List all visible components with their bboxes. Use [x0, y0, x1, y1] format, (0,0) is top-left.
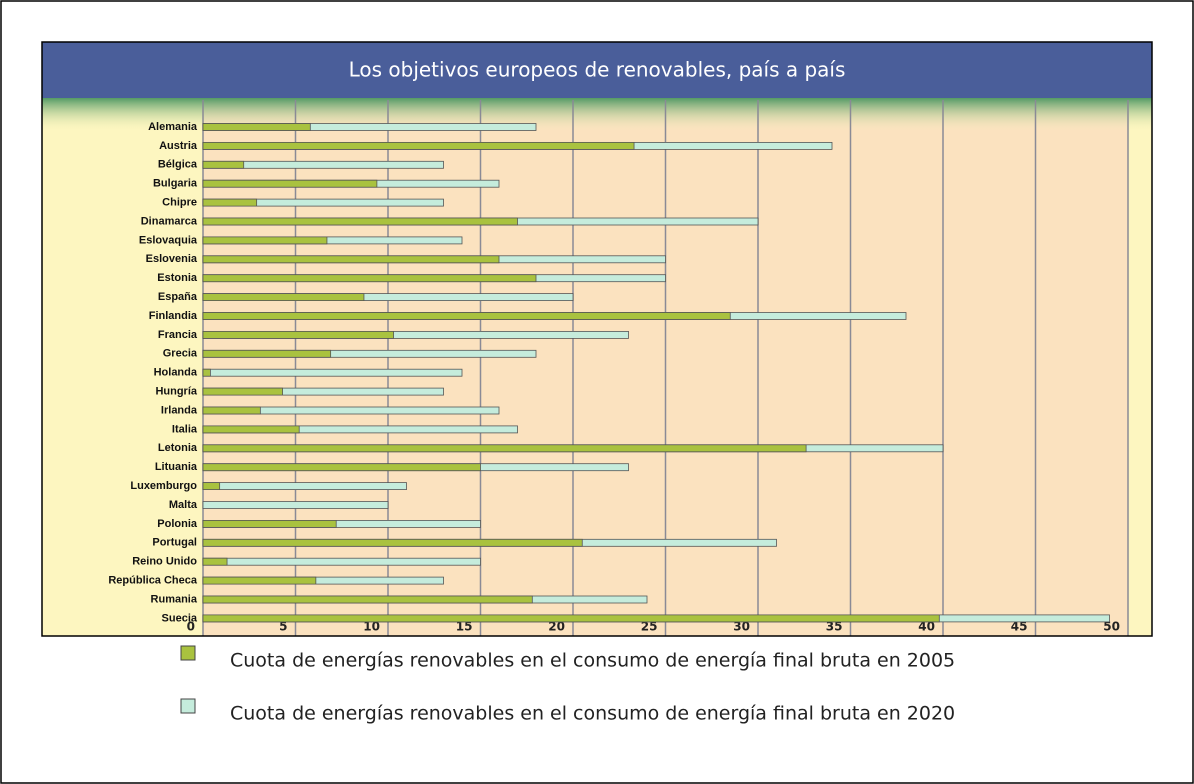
bar: [202, 614, 940, 623]
bar: [202, 482, 407, 491]
y-tick-label: Dinamarca: [141, 215, 198, 227]
title-band: [42, 42, 1152, 98]
y-tick-label: Reino Unido: [132, 556, 197, 568]
x-tick-label: 5: [279, 620, 287, 634]
y-tick-label: Holanda: [154, 367, 198, 379]
bar: [202, 576, 317, 585]
y-tick-label: Eslovaquia: [139, 234, 198, 246]
legend-label: Cuota de energías renovables en el consu…: [230, 650, 955, 672]
bar: [202, 368, 463, 377]
bar: [202, 349, 332, 358]
legend-swatch: [180, 645, 196, 661]
legend-swatch: [180, 698, 196, 714]
x-tick-label: 25: [641, 620, 658, 634]
bar: [202, 368, 211, 377]
bar: [202, 293, 365, 302]
bar: [202, 501, 389, 509]
x-tick-label: 15: [456, 620, 473, 634]
y-tick-label: Finlandia: [149, 310, 198, 322]
y-tick-label: Hungría: [155, 386, 197, 398]
y-tick-label: Chipre: [162, 197, 197, 209]
y-tick-label: Polonia: [157, 518, 198, 530]
bar: [202, 595, 533, 604]
y-tick-label: Eslovenia: [146, 253, 198, 265]
bar: [202, 179, 378, 188]
bar: [202, 160, 245, 169]
y-tick-label: Luxemburgo: [130, 480, 197, 492]
y-tick-label: Francia: [158, 329, 198, 341]
bar: [202, 236, 328, 245]
x-tick-label: 50: [1103, 620, 1120, 634]
bar: [202, 406, 261, 415]
bar: [202, 557, 228, 566]
bar: [202, 387, 283, 396]
bar: [202, 425, 300, 434]
bar: [202, 463, 481, 472]
bar: [202, 520, 337, 528]
bar: [202, 312, 731, 320]
y-tick-label: Alemania: [148, 121, 198, 133]
legend-label: Cuota de energías renovables en el consu…: [230, 703, 955, 725]
x-tick-label: 20: [548, 620, 565, 634]
x-tick-label: 0: [187, 620, 195, 634]
y-tick-label: Grecia: [163, 348, 198, 360]
bar: [202, 330, 394, 339]
y-tick-label: Austria: [159, 140, 198, 152]
y-tick-label: Malta: [169, 499, 198, 511]
y-tick-label: Bulgaria: [153, 178, 198, 190]
x-tick-label: 40: [918, 620, 935, 634]
bar: [202, 123, 311, 131]
bar: [202, 538, 583, 547]
bar: [202, 217, 518, 226]
y-tick-label: Rumania: [151, 593, 198, 605]
y-tick-label: República Checa: [108, 575, 198, 587]
bar: [202, 255, 500, 264]
x-tick-label: 45: [1011, 620, 1028, 634]
bar: [202, 198, 258, 207]
bar: [202, 141, 635, 150]
y-tick-label: Suecia: [162, 612, 198, 624]
bar: [202, 482, 221, 491]
y-tick-label: Portugal: [152, 537, 197, 549]
x-tick-label: 30: [733, 620, 750, 634]
y-tick-label: Italia: [172, 423, 198, 435]
y-tick-label: España: [158, 291, 198, 303]
chart-title: Los objetivos europeos de renovables, pa…: [349, 58, 846, 82]
y-tick-label: Bélgica: [158, 159, 198, 171]
y-tick-label: Irlanda: [161, 404, 198, 416]
chart-border: [41, 41, 1153, 637]
y-tick-label: Estonia: [157, 272, 198, 284]
x-tick-label: 10: [363, 620, 380, 634]
x-tick-label: 35: [826, 620, 843, 634]
y-tick-label: Letonia: [158, 442, 198, 454]
bar: [202, 557, 481, 566]
bar: [202, 274, 537, 283]
bar: [202, 444, 807, 453]
y-tick-label: Lituania: [155, 461, 198, 473]
